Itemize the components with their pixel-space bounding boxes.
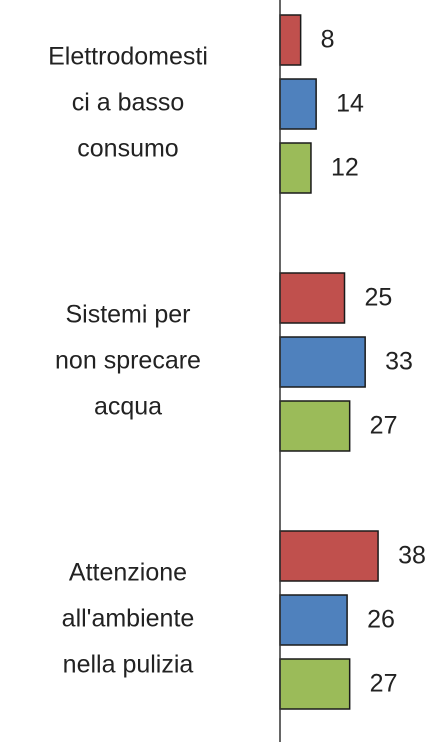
value-label: 38 <box>398 542 426 570</box>
value-label: 14 <box>336 90 364 118</box>
bar <box>279 400 351 452</box>
bar <box>279 14 302 66</box>
bar <box>279 658 351 710</box>
bar <box>279 272 346 324</box>
value-label: 25 <box>365 284 393 312</box>
bar <box>279 78 317 130</box>
value-label: 33 <box>385 348 413 376</box>
category-label: Sistemi per <box>65 301 190 329</box>
category-label: acqua <box>94 393 162 421</box>
value-label: 8 <box>321 26 335 54</box>
category-label: Attenzione <box>69 559 187 587</box>
category-label: non sprecare <box>55 347 201 375</box>
value-label: 27 <box>370 412 398 440</box>
value-label: 12 <box>331 154 359 182</box>
bar <box>279 594 348 646</box>
value-label: 27 <box>370 670 398 698</box>
category-label: nella pulizia <box>63 651 194 679</box>
bar <box>279 336 366 388</box>
category-label: consumo <box>77 135 178 163</box>
value-label: 26 <box>367 606 395 634</box>
bar <box>279 142 312 194</box>
category-label: all'ambiente <box>62 605 195 633</box>
category-label: Elettrodomesti <box>48 43 208 71</box>
category-label: ci a basso <box>72 89 185 117</box>
bar <box>279 530 379 582</box>
